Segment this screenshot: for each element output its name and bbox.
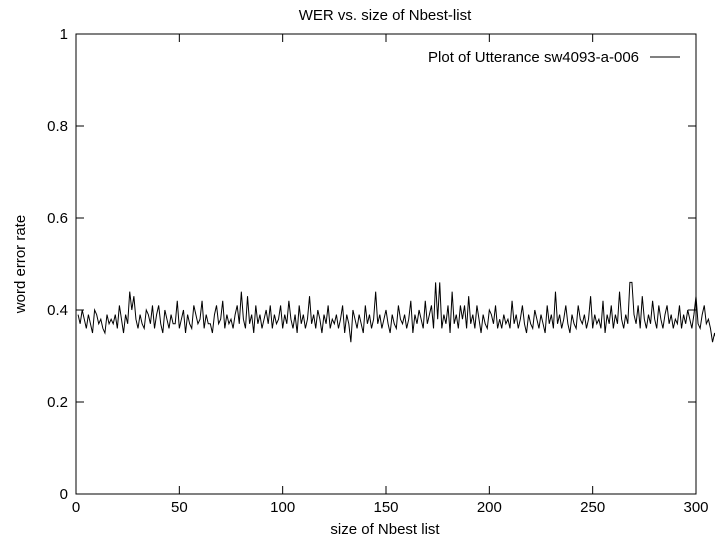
x-tick-label: 150 [373,499,398,516]
x-tick-label: 0 [72,499,80,516]
y-axis: 0 0.2 0.4 0.6 0.8 1 [47,26,696,503]
y-tick-label: 0.8 [47,118,68,135]
x-tick-label: 250 [580,499,605,516]
x-axis-label: size of Nbest list [330,521,440,538]
x-tick-label: 100 [270,499,295,516]
series-layer [77,281,715,343]
y-tick-label: 0.2 [47,394,68,411]
y-tick-label: 0.6 [47,210,68,227]
y-tick-label: 0.4 [47,302,68,319]
y-tick-label: 0 [60,486,68,503]
x-axis: 0 50 100 150 200 250 300 [72,34,709,516]
plot-frame [75,33,697,495]
legend: Plot of Utterance sw4093-a-006 [428,49,680,66]
y-tick-label: 1 [60,26,68,43]
x-tick-label: 300 [683,499,708,516]
x-tick-label: 50 [171,499,188,516]
chart-title: WER vs. size of Nbest-list [299,7,472,24]
x-tick-label: 200 [477,499,502,516]
legend-label: Plot of Utterance sw4093-a-006 [428,49,639,66]
series-line [77,281,715,343]
y-axis-label: word error rate [12,215,29,314]
